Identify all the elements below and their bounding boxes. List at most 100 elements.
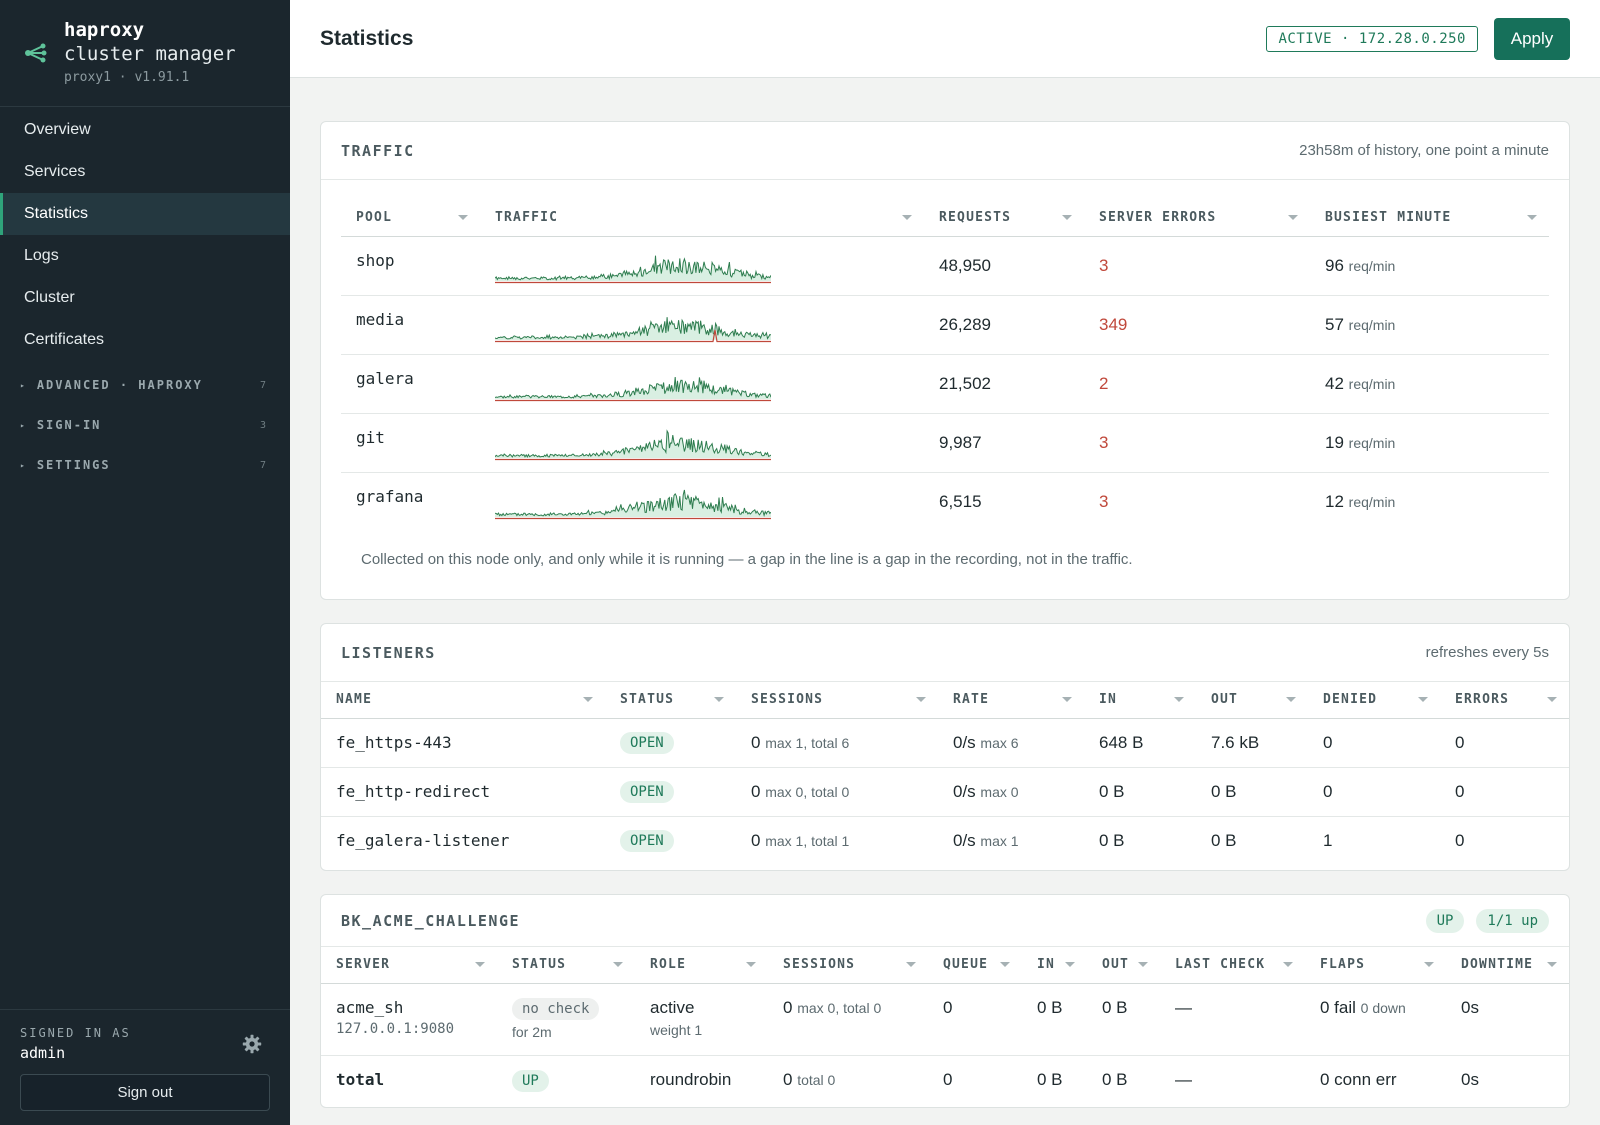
nav-item-cluster[interactable]: Cluster (24, 289, 75, 306)
nav-item-services[interactable]: Services (24, 163, 86, 180)
column-header-busiest-minute[interactable]: BUSIEST MINUTE (1310, 200, 1549, 237)
sort-caret-icon (916, 696, 926, 702)
server-sessions: 0 max 0, total 0 (768, 983, 928, 1056)
column-header-traffic[interactable]: TRAFFIC (480, 200, 924, 237)
gear-icon[interactable] (242, 1034, 262, 1054)
busiest-unit: req/min (1348, 493, 1396, 510)
backend-status-badge: UP (1425, 908, 1465, 933)
total-conn-errors: 0 conn err (1320, 1069, 1397, 1089)
listener-sessions: 0 max 1, total 1 (751, 830, 850, 850)
column-header-errors[interactable]: ERRORS (1440, 682, 1569, 719)
column-header-name[interactable]: NAME (321, 682, 605, 719)
expand-triangle-icon: ▸ (20, 420, 27, 430)
column-header-role[interactable]: ROLE (635, 947, 768, 984)
listener-errors: 0 (1455, 830, 1465, 850)
traffic-sparkline-cell (480, 413, 924, 473)
pool-busiest-minute: 96 req/min (1310, 236, 1549, 296)
column-header-in[interactable]: IN (1084, 682, 1196, 719)
listeners-title: LISTENERS (341, 643, 436, 662)
server-name-cell: acme_sh 127.0.0.1:9080 (321, 983, 497, 1056)
traffic-row: media 26,289 349 57 req/min (341, 295, 1549, 355)
column-header-requests[interactable]: REQUESTS (924, 200, 1084, 237)
backend-server-row[interactable]: acme_sh 127.0.0.1:9080 no check for 2m a… (321, 983, 1569, 1056)
column-header-downtime[interactable]: DOWNTIME (1446, 947, 1569, 984)
backend-table: SERVER STATUS ROLE SESSIONS QUEUE IN OUT… (321, 947, 1569, 1104)
listener-name: fe_galera-listener (336, 831, 510, 851)
sparkline-line (495, 255, 771, 281)
pool-requests: 26,289 (924, 295, 1084, 355)
sign-out-button[interactable]: Sign out (20, 1074, 270, 1111)
listener-out: 7.6 kB (1196, 718, 1308, 768)
listener-row[interactable]: fe_http-redirect OPEN 0 max 0, total 0 0… (321, 767, 1569, 817)
nav-item-overview[interactable]: Overview (24, 121, 91, 138)
column-header-in[interactable]: IN (1022, 947, 1087, 984)
nav-group-count: 3 (259, 419, 268, 431)
server-address: 127.0.0.1:9080 (336, 1020, 455, 1037)
server-role-cell: active weight 1 (635, 983, 768, 1056)
total-in: 0 B (1037, 1069, 1063, 1089)
traffic-sparkline (495, 316, 771, 342)
busiest-value: 96 (1325, 255, 1344, 275)
backend-title: BK_ACME_CHALLENGE (341, 911, 521, 930)
nav-item-certificates[interactable]: Certificates (24, 331, 105, 348)
server-status-cell: no check for 2m (497, 983, 635, 1056)
status-badge: OPEN (620, 829, 674, 852)
busiest-unit: req/min (1348, 434, 1396, 451)
cluster-logo-icon (25, 43, 47, 63)
nav-group-sign-in[interactable]: ▸ SIGN-IN 3 (0, 405, 290, 445)
column-header-last-check[interactable]: LAST CHECK (1160, 947, 1305, 984)
pool-name: grafana (356, 486, 424, 506)
listener-denied: 1 (1323, 830, 1333, 850)
sparkline-error-line (495, 329, 771, 342)
sort-caret-icon (458, 214, 468, 220)
sparkline-line (495, 428, 771, 458)
listener-sessions: 0 max 1, total 6 (736, 718, 938, 768)
listener-rate: 0/s max 6 (938, 718, 1084, 768)
column-header-flaps[interactable]: FLAPS (1305, 947, 1446, 984)
apply-button[interactable]: Apply (1494, 17, 1570, 60)
listener-status-cell: OPEN (605, 816, 736, 865)
column-header-status[interactable]: STATUS (605, 682, 736, 719)
listener-row[interactable]: fe_galera-listener OPEN 0 max 1, total 1… (321, 816, 1569, 865)
sort-caret-icon (1288, 214, 1298, 220)
column-header-out[interactable]: OUT (1087, 947, 1160, 984)
nav-item-statistics[interactable]: Statistics (0, 193, 290, 235)
pool-requests: 21,502 (924, 354, 1084, 414)
status-badge: no check (512, 997, 600, 1020)
column-header-rate[interactable]: RATE (938, 682, 1084, 719)
column-header-out[interactable]: OUT (1196, 682, 1308, 719)
pool-server-errors: 3 (1099, 491, 1109, 511)
pool-server-errors: 2 (1084, 354, 1310, 414)
listener-in: 648 B (1084, 718, 1196, 768)
listener-row[interactable]: fe_https-443 OPEN 0 max 1, total 6 0/s m… (321, 718, 1569, 768)
sort-caret-icon (906, 961, 916, 967)
column-header-pool[interactable]: POOL (341, 200, 480, 237)
column-header-queue[interactable]: QUEUE (928, 947, 1022, 984)
page-title: Statistics (320, 26, 414, 50)
pool-server-errors: 3 (1084, 413, 1310, 473)
column-header-server[interactable]: SERVER (321, 947, 497, 984)
pool-name: git (341, 413, 480, 473)
busiest-value: 42 (1325, 373, 1344, 393)
top-bar: Statistics ACTIVE · 172.28.0.250 Apply (290, 0, 1600, 78)
column-header-sessions[interactable]: SESSIONS (768, 947, 928, 984)
pool-busiest-minute: 19 req/min (1310, 413, 1549, 473)
sort-caret-icon (1062, 214, 1072, 220)
total-label: total (336, 1069, 385, 1089)
pool-busiest-minute: 12 req/min (1310, 472, 1549, 531)
column-header-status[interactable]: STATUS (497, 947, 635, 984)
column-header-sessions[interactable]: SESSIONS (736, 682, 938, 719)
column-header-server-errors[interactable]: SERVER ERRORS (1084, 200, 1310, 237)
pool-busiest-minute: 42 req/min (1310, 354, 1549, 414)
nav-group-settings[interactable]: ▸ SETTINGS 7 (0, 445, 290, 485)
nav-item-logs[interactable]: Logs (24, 247, 59, 264)
nav-group-advanced-haproxy[interactable]: ▸ ADVANCED · HAPROXY 7 (0, 365, 290, 405)
busiest-value: 12 (1325, 491, 1344, 511)
column-header-denied[interactable]: DENIED (1308, 682, 1440, 719)
sort-caret-icon (1065, 961, 1075, 967)
main-nav: Overview Services Statistics Logs Cluste… (0, 107, 290, 485)
sort-caret-icon (1138, 961, 1148, 967)
status-badge: OPEN (620, 780, 674, 803)
backend-total-row: total UP roundrobin 0 total 0 0 0 B 0 B … (321, 1055, 1569, 1104)
busiest-value: 57 (1325, 314, 1344, 334)
